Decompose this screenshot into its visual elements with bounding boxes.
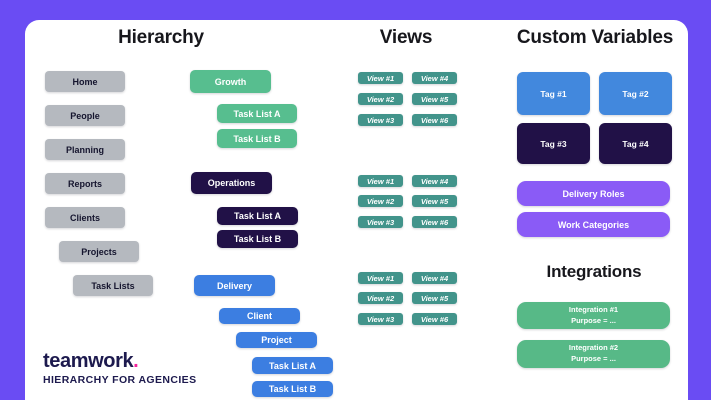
- integration-2: Integration #2 Purpose = ...: [517, 340, 670, 368]
- delivery-roles-button: Delivery Roles: [517, 181, 670, 206]
- growth-task-list-b: Task List B: [217, 129, 297, 148]
- view-chip: View #5: [412, 195, 457, 207]
- nav-item-planning: Planning: [45, 139, 125, 160]
- integration-2-purpose: Purpose = ...: [571, 354, 616, 363]
- tag-3: Tag #3: [517, 123, 590, 164]
- nav-item-clients: Clients: [45, 207, 125, 228]
- logo-tagline: HIERARCHY FOR AGENCIES: [43, 374, 197, 386]
- logo-wordmark: teamwork: [43, 350, 134, 372]
- group-delivery: Delivery: [194, 275, 275, 296]
- view-chip: View #6: [412, 114, 457, 126]
- view-chip: View #1: [358, 175, 403, 187]
- view-chip: View #2: [358, 93, 403, 105]
- integration-1-purpose: Purpose = ...: [571, 315, 616, 325]
- view-chip: View #5: [412, 292, 457, 304]
- operations-task-list-a: Task List A: [217, 207, 298, 225]
- operations-task-list-b: Task List B: [217, 230, 298, 248]
- integration-2-name: Integration #2: [568, 343, 619, 353]
- view-chip: View #5: [412, 93, 457, 105]
- view-chip: View #4: [412, 72, 457, 84]
- integrations-title: Integrations: [546, 262, 642, 281]
- nav-item-projects: Projects: [59, 241, 139, 262]
- integration-1-name: Integration #1: [568, 304, 619, 314]
- group-growth: Growth: [190, 70, 271, 93]
- delivery-project: Project: [236, 332, 317, 348]
- work-categories-button: Work Categories: [517, 212, 670, 237]
- nav-item-reports: Reports: [45, 173, 125, 194]
- view-chip: View #2: [358, 195, 403, 207]
- custom-variables-title: Custom Variables: [516, 27, 674, 48]
- view-chip: View #6: [412, 313, 457, 325]
- nav-item-people: People: [45, 105, 125, 126]
- delivery-client: Client: [219, 308, 300, 324]
- view-chip: View #4: [412, 272, 457, 284]
- view-chip: View #6: [412, 216, 457, 228]
- view-chip: View #4: [412, 175, 457, 187]
- teamwork-logo: teamwork.: [43, 350, 139, 373]
- tag-2: Tag #2: [599, 72, 672, 115]
- growth-task-list-a: Task List A: [217, 104, 297, 123]
- view-chip: View #1: [358, 272, 403, 284]
- view-chip: View #3: [358, 313, 403, 325]
- delivery-task-list-a: Task List A: [252, 357, 333, 374]
- delivery-task-list-b: Task List B: [252, 381, 333, 397]
- group-operations: Operations: [191, 172, 272, 194]
- view-chip: View #2: [358, 292, 403, 304]
- view-chip: View #3: [358, 216, 403, 228]
- tag-4: Tag #4: [599, 123, 672, 164]
- logo-dot: .: [133, 350, 139, 372]
- integration-1: Integration #1 Purpose = ...: [517, 302, 670, 329]
- tag-1: Tag #1: [517, 72, 590, 115]
- hierarchy-title: Hierarchy: [118, 27, 204, 48]
- views-title: Views: [379, 27, 433, 48]
- view-chip: View #3: [358, 114, 403, 126]
- nav-item-task-lists: Task Lists: [73, 275, 153, 296]
- view-chip: View #1: [358, 72, 403, 84]
- nav-item-home: Home: [45, 71, 125, 92]
